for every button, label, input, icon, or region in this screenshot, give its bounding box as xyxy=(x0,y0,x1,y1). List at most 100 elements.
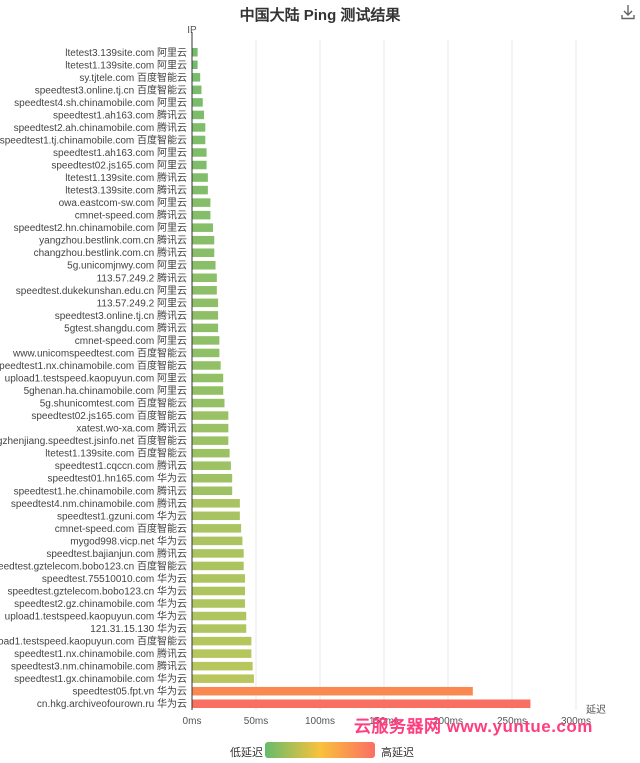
category-label: gzhenjiang.speedtest.jsinfo.net 百度智能云 xyxy=(0,434,187,447)
bar xyxy=(192,486,233,496)
y-axis-label: IP xyxy=(187,25,197,36)
bar xyxy=(192,123,206,132)
category-label: speedtest05.fpt.vn 华为云 xyxy=(72,685,187,698)
bar xyxy=(192,85,202,95)
category-label: speedtest3.online.tj.cn 百度智能云 xyxy=(35,83,187,96)
category-label: speedtest1.tj.chinamobile.com 百度智能云 xyxy=(0,133,187,146)
x-tick-label: 100ms xyxy=(305,716,335,727)
category-label: upload1.testspeed.kaopuyun.com 百度智能云 xyxy=(0,635,187,648)
bar xyxy=(192,448,230,458)
category-label: speedtest1.nx.chinamobile.com 百度智能云 xyxy=(0,359,187,372)
bar xyxy=(192,160,207,170)
bar xyxy=(192,473,233,483)
bar xyxy=(192,373,224,383)
bar xyxy=(192,386,224,395)
x-tick-label: 150ms xyxy=(369,716,399,727)
bar xyxy=(192,223,213,232)
bar xyxy=(192,624,247,633)
bar xyxy=(192,574,245,583)
category-label: 121.31.15.130 华为云 xyxy=(90,622,187,635)
category-label: xatest.wo-xa.com 腾讯云 xyxy=(76,422,187,435)
category-label: speedtest02.js165.com 百度智能云 xyxy=(31,409,187,422)
bar xyxy=(192,674,254,683)
category-label: speedtest2.hn.chinamobile.com 阿里云 xyxy=(14,222,187,234)
category-label: speedtest4.sh.chinamobile.com 阿里云 xyxy=(14,97,187,109)
category-label: speedtest3.nm.chinamobile.com 腾讯云 xyxy=(11,660,187,673)
category-label: ltetest1.139site.com 百度智能云 xyxy=(45,447,187,460)
bar xyxy=(192,561,244,571)
bar xyxy=(192,323,219,333)
x-tick-label: 300ms xyxy=(561,716,591,727)
bar xyxy=(192,699,531,708)
bar xyxy=(192,260,216,270)
category-label: speedtest.gztelecom.bobo123.cn 华为云 xyxy=(7,584,187,597)
bar xyxy=(192,411,229,420)
category-label: speedtest01.hn165.com 华为云 xyxy=(47,472,187,485)
bar xyxy=(192,649,252,658)
category-label: cmnet-speed.com 百度智能云 xyxy=(55,522,187,535)
category-label: speedtest1.nx.chinamobile.com 腾讯云 xyxy=(14,647,187,660)
x-tick-label: 50ms xyxy=(244,716,268,727)
category-label: cmnet-speed.com 腾讯云 xyxy=(75,209,187,222)
bar xyxy=(192,173,208,182)
category-label: www.unicomspeedtest.com 百度智能云 xyxy=(12,346,187,359)
category-label: 5g.shunicomtest.com 百度智能云 xyxy=(40,397,187,410)
category-label: yangzhou.bestlink.com.cn 腾讯云 xyxy=(39,234,187,247)
category-label: changzhou.bestlink.com.cn 腾讯云 xyxy=(34,246,187,259)
bar xyxy=(192,423,229,433)
bar xyxy=(192,73,201,82)
category-label: 5gtest.shangdu.com 腾讯云 xyxy=(64,321,187,334)
category-label: speedtest1.ah163.com 腾讯云 xyxy=(53,108,187,121)
bar xyxy=(192,599,245,608)
category-label: 5ghenan.ha.chinamobile.com 阿里云 xyxy=(24,385,187,397)
category-label: speedtest1.gzuni.com 华为云 xyxy=(57,509,187,522)
bar xyxy=(192,336,220,345)
bar xyxy=(192,98,203,107)
category-label: speedtest1.he.chinamobile.com 腾讯云 xyxy=(14,484,187,497)
bar xyxy=(192,198,211,207)
bar xyxy=(192,398,225,408)
category-label: speedtest.dukekunshan.edu.cn 阿里云 xyxy=(16,285,187,297)
category-label: 113.57.249.2 腾讯云 xyxy=(97,271,187,284)
bar xyxy=(192,185,208,195)
bar xyxy=(192,524,242,533)
download-icon[interactable] xyxy=(620,4,636,20)
bar xyxy=(192,60,198,70)
bar xyxy=(192,311,219,320)
category-label: 113.57.249.2 阿里云 xyxy=(97,297,187,309)
category-label: speedtest4.nm.chinamobile.com 腾讯云 xyxy=(11,497,187,510)
category-label: speedtest1.cqccn.com 腾讯云 xyxy=(55,459,187,472)
bar xyxy=(192,511,240,521)
category-label: upload1.testspeed.kaopuyun.com 华为云 xyxy=(5,610,187,623)
category-label: speedtest2.ah.chinamobile.com 腾讯云 xyxy=(14,121,187,134)
bar xyxy=(192,686,473,696)
legend-high-label: 高延迟 xyxy=(381,747,414,759)
bar xyxy=(192,611,247,621)
bar xyxy=(192,361,221,370)
category-label: speedtest.gztelecom.bobo123.cn 百度智能云 xyxy=(0,559,187,572)
bar xyxy=(192,248,215,257)
category-label: upload1.testspeed.kaopuyun.com 阿里云 xyxy=(5,373,187,385)
bar xyxy=(192,586,245,596)
watermark-text: 云服务器网 www.yuntue.com xyxy=(354,717,593,736)
bar xyxy=(192,135,206,145)
bar xyxy=(192,110,205,120)
category-label: 5g.unicomjnwy.com 阿里云 xyxy=(67,260,187,272)
bar xyxy=(192,48,198,57)
category-label: ltetest3.139site.com 腾讯云 xyxy=(65,184,187,197)
bar xyxy=(192,499,240,508)
bar xyxy=(192,461,231,470)
bar xyxy=(192,286,217,295)
category-label: sy.tjtele.com 百度智能云 xyxy=(79,71,187,84)
category-label: cn.hkg.archiveofourown.ru 华为云 xyxy=(37,697,187,710)
bar xyxy=(192,661,253,671)
category-label: speedtest3.online.tj.cn 腾讯云 xyxy=(55,309,187,322)
chart-title: 中国大陆 Ping 测试结果 xyxy=(239,7,401,24)
x-tick-label: 200ms xyxy=(433,716,463,727)
legend-gradient-bar xyxy=(265,742,375,758)
legend-low-label: 低延迟 xyxy=(230,747,263,759)
bar xyxy=(192,210,211,220)
category-label: speedtest1.gx.chinamobile.com 华为云 xyxy=(14,672,187,685)
x-axis-label: 延迟 xyxy=(586,703,606,716)
